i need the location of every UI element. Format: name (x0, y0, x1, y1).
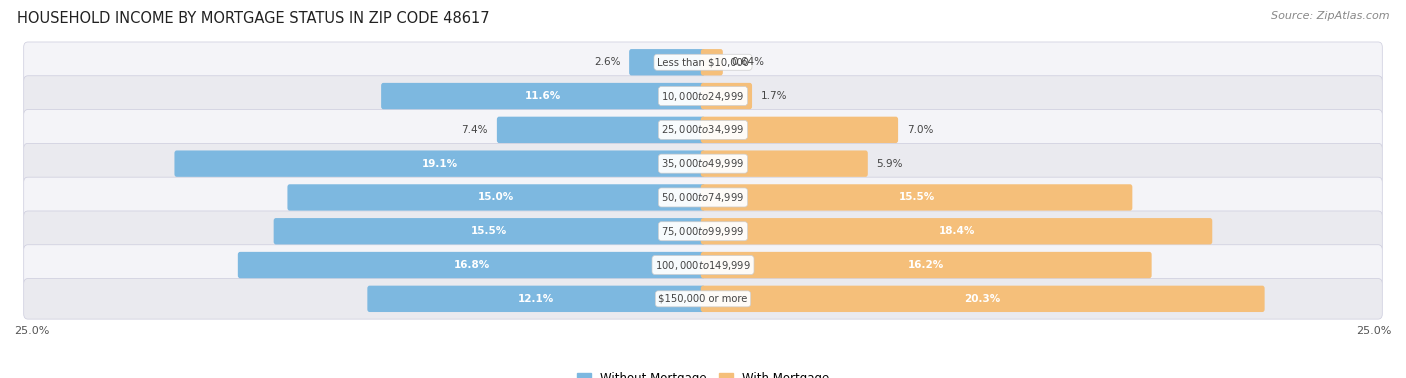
Text: $150,000 or more: $150,000 or more (658, 294, 748, 304)
Text: Less than $10,000: Less than $10,000 (657, 57, 749, 67)
FancyBboxPatch shape (174, 150, 706, 177)
Text: $10,000 to $24,999: $10,000 to $24,999 (661, 90, 745, 102)
Text: 25.0%: 25.0% (14, 326, 49, 336)
FancyBboxPatch shape (287, 184, 706, 211)
Text: 15.5%: 15.5% (898, 192, 935, 203)
Text: 15.0%: 15.0% (478, 192, 515, 203)
FancyBboxPatch shape (700, 252, 1152, 278)
FancyBboxPatch shape (238, 252, 706, 278)
Text: $50,000 to $74,999: $50,000 to $74,999 (661, 191, 745, 204)
FancyBboxPatch shape (367, 286, 706, 312)
FancyBboxPatch shape (24, 177, 1382, 218)
FancyBboxPatch shape (24, 110, 1382, 150)
Text: 12.1%: 12.1% (519, 294, 554, 304)
FancyBboxPatch shape (700, 150, 868, 177)
FancyBboxPatch shape (24, 76, 1382, 116)
Text: Source: ZipAtlas.com: Source: ZipAtlas.com (1271, 11, 1389, 21)
FancyBboxPatch shape (700, 218, 1212, 245)
FancyBboxPatch shape (700, 286, 1264, 312)
Text: 0.64%: 0.64% (731, 57, 765, 67)
FancyBboxPatch shape (700, 83, 752, 109)
Text: 15.5%: 15.5% (471, 226, 508, 236)
Text: 11.6%: 11.6% (524, 91, 561, 101)
FancyBboxPatch shape (24, 211, 1382, 251)
Text: 5.9%: 5.9% (876, 159, 903, 169)
Text: 7.0%: 7.0% (907, 125, 934, 135)
FancyBboxPatch shape (496, 117, 706, 143)
FancyBboxPatch shape (274, 218, 706, 245)
Text: 7.4%: 7.4% (461, 125, 488, 135)
Text: $25,000 to $34,999: $25,000 to $34,999 (661, 123, 745, 136)
Text: 18.4%: 18.4% (938, 226, 974, 236)
Text: 1.7%: 1.7% (761, 91, 787, 101)
FancyBboxPatch shape (24, 279, 1382, 319)
FancyBboxPatch shape (700, 184, 1132, 211)
FancyBboxPatch shape (628, 49, 706, 76)
Text: $100,000 to $149,999: $100,000 to $149,999 (655, 259, 751, 271)
Text: HOUSEHOLD INCOME BY MORTGAGE STATUS IN ZIP CODE 48617: HOUSEHOLD INCOME BY MORTGAGE STATUS IN Z… (17, 11, 489, 26)
FancyBboxPatch shape (700, 49, 723, 76)
Text: 2.6%: 2.6% (593, 57, 620, 67)
Text: 25.0%: 25.0% (1357, 326, 1392, 336)
FancyBboxPatch shape (24, 245, 1382, 285)
Legend: Without Mortgage, With Mortgage: Without Mortgage, With Mortgage (572, 367, 834, 378)
Text: 16.2%: 16.2% (908, 260, 945, 270)
FancyBboxPatch shape (700, 117, 898, 143)
FancyBboxPatch shape (24, 143, 1382, 184)
Text: 19.1%: 19.1% (422, 159, 458, 169)
FancyBboxPatch shape (24, 42, 1382, 82)
Text: $35,000 to $49,999: $35,000 to $49,999 (661, 157, 745, 170)
Text: 16.8%: 16.8% (453, 260, 489, 270)
Text: 20.3%: 20.3% (965, 294, 1001, 304)
Text: $75,000 to $99,999: $75,000 to $99,999 (661, 225, 745, 238)
FancyBboxPatch shape (381, 83, 706, 109)
